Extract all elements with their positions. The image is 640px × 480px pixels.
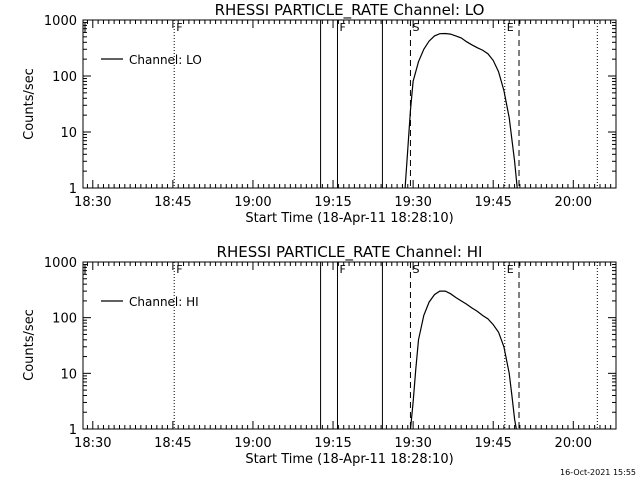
annotation-label: F [176, 263, 182, 276]
x-tick-label: 19:45 [474, 195, 511, 210]
x-tick-label: 18:30 [74, 436, 111, 451]
y-tick-label: 1 [69, 423, 77, 438]
y-tick-label: 100 [52, 70, 77, 85]
x-tick-label: 19:15 [314, 195, 351, 210]
y-tick-label: 1000 [44, 14, 77, 29]
x-tick-label: 18:45 [154, 436, 191, 451]
y-tick-label: 10 [60, 367, 77, 382]
series-line-lo [404, 32, 518, 189]
x-tick-label: 20:00 [555, 436, 592, 451]
x-tick-label: 19:00 [234, 195, 271, 210]
y-tick-label: 1000 [44, 256, 77, 271]
annotation-label: E [507, 263, 514, 276]
plot-frame [82, 19, 617, 189]
y-axis-label: Counts/sec [22, 309, 37, 381]
y-axis-label: Counts/sec [22, 68, 37, 140]
x-tick-label: 18:30 [74, 195, 111, 210]
x-tick-label: 20:00 [555, 195, 592, 210]
annotation-label: F [339, 21, 345, 34]
annotation-label: E [507, 21, 514, 34]
x-axis-label: Start Time (18-Apr-11 18:28:10) [245, 452, 453, 467]
x-tick-label: 19:30 [394, 436, 431, 451]
chart-title: RHESSI PARTICLE_RATE Channel: LO [215, 1, 485, 20]
x-tick-label: 19:00 [234, 436, 271, 451]
annotation-label: F [339, 263, 345, 276]
x-tick-label: 19:45 [474, 436, 511, 451]
y-tick-label: 100 [52, 312, 77, 327]
y-tick-label: 1 [69, 182, 77, 197]
x-axis-label: Start Time (18-Apr-11 18:28:10) [245, 211, 453, 226]
y-tick-label: 10 [60, 126, 77, 141]
x-tick-label: 19:30 [394, 195, 431, 210]
annotation-label: F [176, 21, 182, 34]
panel-hi: RHESSI PARTICLE_RATE Channel: HI Start Ti… [22, 243, 617, 467]
series-line-hi [409, 290, 517, 430]
legend-label: Channel: LO [129, 53, 202, 67]
date-stamp: 16-Oct-2021 15:55 [560, 468, 636, 477]
x-tick-label: 18:45 [154, 195, 191, 210]
panel-lo: RHESSI PARTICLE_RATE Channel: LO Start Ti… [22, 1, 617, 226]
annotation-label: S [412, 263, 419, 276]
legend-label: Channel: HI [129, 295, 199, 309]
plot-frame [82, 261, 617, 430]
chart-title: RHESSI PARTICLE_RATE Channel: HI [217, 243, 483, 262]
annotation-label: S [412, 21, 419, 34]
x-tick-label: 19:15 [314, 436, 351, 451]
